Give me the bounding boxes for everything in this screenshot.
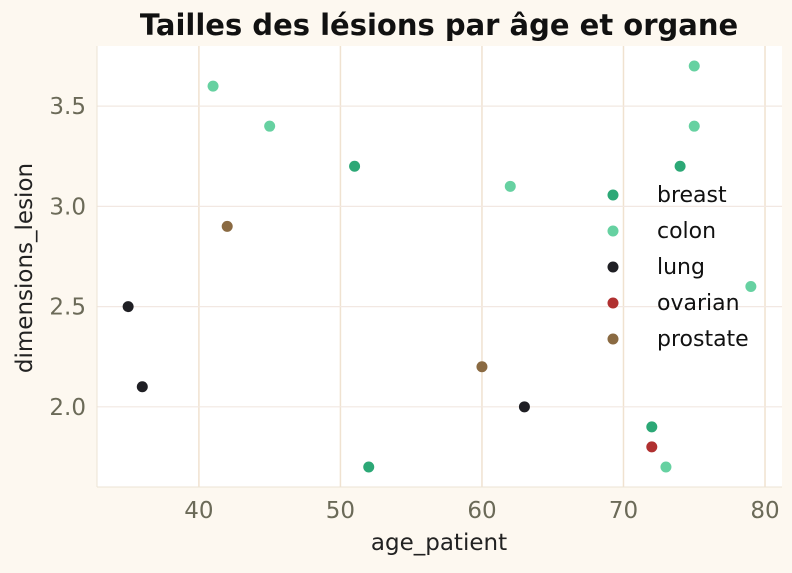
data-point-colon <box>688 60 700 72</box>
data-point-lung <box>518 401 530 413</box>
data-point-prostate <box>476 361 488 373</box>
data-point-lung <box>136 381 148 393</box>
data-point-colon <box>745 281 757 293</box>
y-tick-labels: 2.0 2.5 3.0 3.5 <box>49 94 86 421</box>
legend-marker-lung <box>607 261 619 273</box>
data-point-colon <box>660 461 672 473</box>
x-tick-label: 50 <box>326 498 355 524</box>
y-axis-label: dimensions_lesion <box>12 163 38 373</box>
legend-marker-prostate <box>607 333 619 345</box>
y-tick-label: 2.0 <box>49 395 86 421</box>
chart-title: Tailles des lésions par âge et organe <box>140 8 738 42</box>
plot-area <box>97 46 782 487</box>
legend-label-colon: colon <box>657 219 716 244</box>
x-tick-label: 40 <box>184 498 213 524</box>
data-point-breast <box>363 461 375 473</box>
data-point-colon <box>264 120 276 132</box>
data-point-colon <box>504 180 516 192</box>
data-point-breast <box>674 160 686 172</box>
data-point-breast <box>646 421 658 433</box>
legend-marker-breast <box>607 189 619 201</box>
grid-lines <box>97 46 782 487</box>
legend-label-lung: lung <box>657 255 705 280</box>
y-tick-label: 3.5 <box>49 94 86 120</box>
x-tick-labels: 40 50 60 70 80 <box>184 498 779 524</box>
legend-label-prostate: prostate <box>657 327 749 352</box>
legend-marker-colon <box>607 225 619 237</box>
x-tick-label: 70 <box>609 498 638 524</box>
x-tick-label: 60 <box>467 498 496 524</box>
x-axis-label: age_patient <box>371 530 507 556</box>
data-point-prostate <box>221 220 233 232</box>
x-tick-label: 80 <box>750 498 779 524</box>
data-point-breast <box>349 160 361 172</box>
legend-marker-ovarian <box>607 297 619 309</box>
y-tick-label: 3.0 <box>49 194 86 220</box>
legend: breast colon lung ovarian prostate <box>607 183 749 352</box>
data-point-colon <box>207 80 219 92</box>
legend-label-ovarian: ovarian <box>657 291 740 316</box>
data-point-lung <box>122 301 134 313</box>
data-points <box>122 60 757 473</box>
y-tick-label: 2.5 <box>49 295 86 321</box>
data-point-ovarian <box>646 441 658 453</box>
legend-label-breast: breast <box>657 183 727 208</box>
data-point-colon <box>688 120 700 132</box>
